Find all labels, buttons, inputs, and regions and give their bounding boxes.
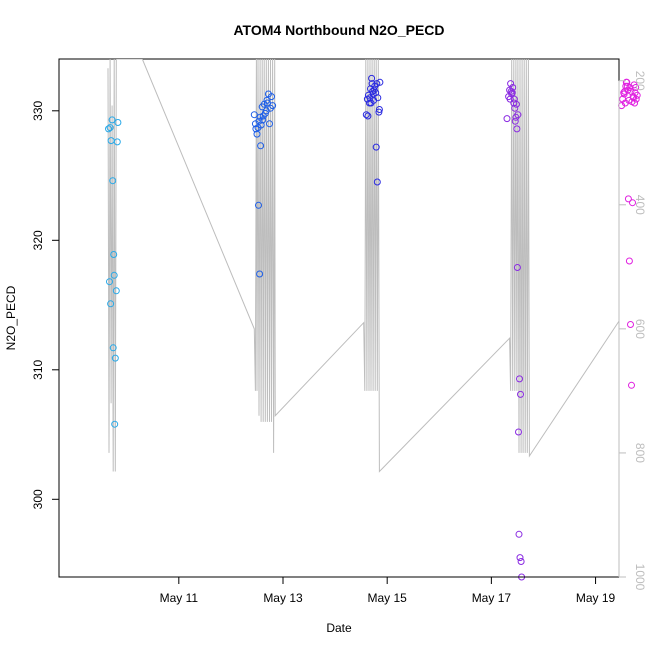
data-point: [627, 321, 634, 328]
data-point: [372, 143, 380, 151]
data-point: [107, 300, 115, 308]
data-point: [503, 115, 511, 123]
y2-tick-label: 800: [633, 443, 647, 463]
y2-tick-label: 600: [633, 319, 647, 339]
data-point: [508, 89, 516, 97]
data-point: [515, 428, 522, 436]
x-tick-label: May 13: [263, 591, 303, 605]
data-point: [362, 111, 370, 119]
y2-tick-label: 200: [633, 71, 647, 91]
data-point: [514, 111, 522, 119]
data-point: [255, 201, 262, 209]
data-point: [506, 95, 514, 103]
y-tick-label: 320: [31, 230, 45, 250]
data-point: [266, 120, 273, 128]
data-point: [253, 130, 261, 138]
data-point: [630, 94, 638, 102]
data-point: [509, 84, 517, 91]
y2-tick-label: 1000: [633, 564, 647, 591]
data-point: [250, 111, 258, 119]
data-point: [106, 278, 113, 286]
series-day2: [250, 90, 277, 278]
data-point: [375, 108, 383, 116]
data-point: [632, 84, 640, 91]
series-day1: [105, 116, 122, 428]
data-point: [263, 96, 271, 104]
data-point: [368, 80, 376, 88]
data-point: [513, 125, 521, 133]
data-point: [517, 558, 525, 565]
axes-layer: May 11 May 13 May 15 May 17 May 19 300 310 320 3…: [31, 71, 647, 605]
x-tick-label: May 17: [472, 591, 512, 605]
data-point: [109, 177, 117, 185]
data-point: [367, 99, 375, 107]
plot-frame: [58, 58, 620, 578]
x-tick-label: May 11: [160, 591, 199, 605]
data-point: [374, 94, 382, 102]
y-axis-label: N2O_PECD: [4, 285, 18, 350]
data-point: [114, 119, 122, 126]
data-point: [625, 257, 633, 265]
data-point: [109, 344, 117, 352]
data-point: [373, 80, 381, 88]
data-point: [516, 375, 523, 383]
series-day4: [503, 80, 526, 581]
data-point: [364, 112, 372, 120]
data-point: [112, 287, 120, 295]
data-point: [369, 90, 377, 98]
data-point: [255, 117, 263, 125]
x-tick-label: May 15: [368, 591, 408, 605]
data-point: [373, 178, 381, 186]
data-point: [269, 102, 277, 110]
data-point: [631, 99, 639, 107]
data-point: [507, 87, 515, 95]
x-axis-label: Date: [326, 621, 352, 635]
data-point: [268, 93, 275, 101]
data-point: [623, 82, 631, 90]
data-point: [621, 99, 629, 107]
data-point: [513, 264, 521, 271]
data-point: [105, 125, 112, 133]
data-point: [111, 420, 119, 428]
y-tick-label: 330: [31, 100, 45, 120]
y-tick-label: 310: [31, 359, 45, 379]
series-day5: [618, 78, 641, 389]
data-point: [257, 142, 265, 150]
data-point: [628, 381, 635, 389]
x-tick-label: May 19: [576, 591, 616, 605]
data-point: [110, 271, 118, 279]
data-point: [622, 78, 630, 86]
y-tick-label: 300: [31, 489, 45, 509]
data-point: [111, 354, 119, 362]
data-point: [624, 195, 632, 203]
data-point: [376, 78, 384, 86]
data-point: [516, 554, 524, 562]
data-point: [368, 74, 376, 82]
chart-title: ATOM4 Northbound N2O_PECD: [233, 22, 444, 38]
pressure-profile-line: [107, 59, 619, 473]
data-point: [507, 80, 515, 88]
data-point: [113, 138, 121, 146]
y2-tick-label: 400: [633, 195, 647, 215]
data-point: [108, 116, 116, 124]
data-point: [259, 116, 267, 124]
series-day3: [362, 74, 384, 186]
data-point: [107, 137, 115, 145]
data-point: [106, 124, 114, 132]
data-point: [511, 104, 519, 112]
data-point: [511, 117, 519, 125]
data-points-layer: [105, 74, 641, 581]
pressure-profile-layer: [107, 59, 619, 473]
data-point: [512, 100, 520, 108]
data-point: [370, 86, 378, 94]
data-point: [110, 251, 118, 258]
data-point: [375, 106, 383, 113]
data-point: [629, 199, 636, 207]
data-point: [620, 90, 628, 98]
data-point: [256, 270, 264, 278]
data-point: [515, 530, 523, 538]
data-point: [517, 390, 524, 398]
